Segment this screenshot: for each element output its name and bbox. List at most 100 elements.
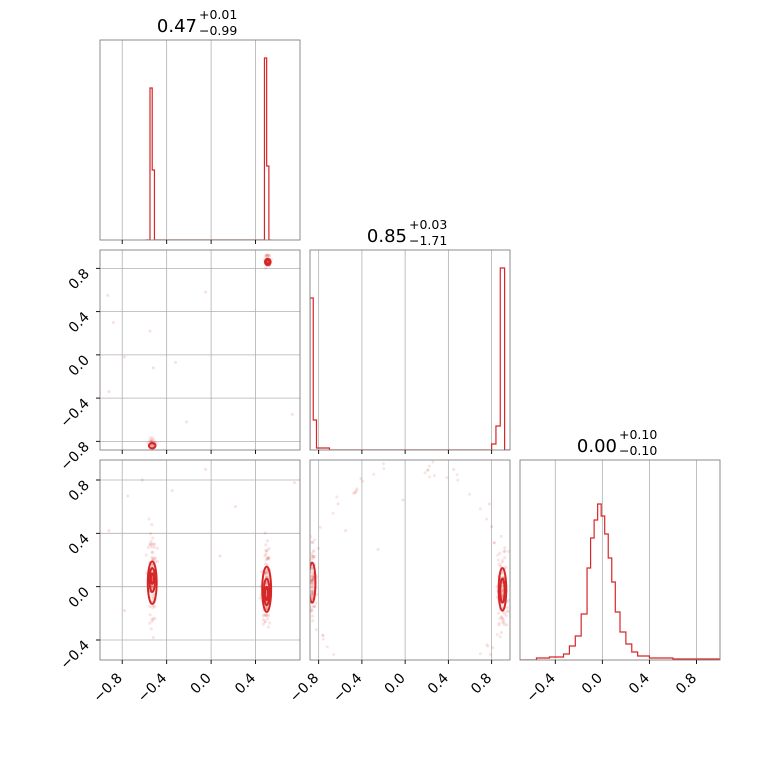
scatter-point (310, 578, 314, 582)
scatter-point (151, 436, 155, 440)
scatter-point (502, 622, 506, 627)
scatter-point (352, 491, 356, 495)
panel-frame (99, 459, 301, 661)
scatter-point (456, 478, 460, 482)
scatter-point (107, 390, 111, 394)
scatter-point (261, 617, 266, 621)
scatter-point (312, 554, 316, 558)
scatter-point (497, 623, 501, 627)
scatter-point (310, 581, 313, 585)
scatter-point (502, 549, 506, 554)
x-tick-label: −0.4 (135, 670, 170, 705)
scatter-point (321, 637, 325, 641)
scatter-point (496, 558, 500, 562)
scatter-point (327, 663, 330, 666)
scatter-point (344, 529, 348, 533)
scatter-point (151, 550, 155, 554)
scatter-point (149, 543, 154, 547)
scatter-point (310, 578, 313, 582)
scatter-point (498, 635, 502, 639)
density-contour (265, 259, 271, 265)
scatter-point (433, 701, 436, 704)
scatter-point (431, 460, 435, 464)
scatter-point (306, 585, 309, 588)
panel-title-value: 0.85 (367, 226, 407, 247)
scatter-point (148, 604, 152, 609)
scatter-point (264, 550, 268, 554)
panel-title-plus: +0.10 (619, 427, 657, 442)
x-tick-label: 0.4 (626, 670, 653, 697)
x-tick-label: 0.4 (425, 670, 452, 697)
scatter-point (150, 555, 154, 559)
scatter-point (499, 630, 503, 635)
y-tick-label: 0.0 (66, 584, 93, 611)
scatter-point (265, 548, 269, 552)
scatter-point (312, 604, 316, 608)
scatter-point (310, 591, 313, 595)
scatter-point (311, 576, 315, 580)
panel-hist-0: 0.47+0.01−0.99 (99, 7, 301, 244)
density-contour (261, 565, 273, 613)
histogram-steps (520, 503, 720, 660)
y-tick-label: 0.8 (66, 266, 93, 293)
scatter-point (422, 698, 425, 701)
scatter-point (150, 592, 154, 596)
scatter-point (327, 673, 330, 676)
scatter-point (152, 593, 156, 598)
scatter-point (310, 580, 313, 585)
scatter-point (325, 645, 329, 649)
scatter-point (310, 614, 315, 618)
histogram-bin (598, 504, 602, 660)
x-tick-label: 0.0 (382, 670, 409, 697)
x-tick-label: 0.4 (232, 670, 259, 697)
scatter-point (478, 652, 482, 656)
scatter-point (428, 475, 432, 479)
scatter-point (437, 698, 440, 701)
scatter-point (264, 613, 268, 617)
scatter-point (264, 548, 268, 553)
scatter-point (258, 596, 262, 600)
scatter-point (311, 589, 315, 593)
scatter-point (503, 549, 507, 553)
scatter-point (490, 525, 494, 529)
scatter-point (264, 575, 268, 579)
scatter-point (432, 474, 436, 478)
y-tick-label: −0.4 (57, 396, 92, 431)
scatter-point (503, 555, 507, 560)
scatter-point (126, 494, 130, 498)
scatter-point (262, 613, 267, 617)
scatter-point (500, 588, 504, 593)
scatter-point (150, 619, 154, 623)
scatter-point (265, 570, 269, 575)
density-contour (264, 585, 269, 601)
panel-frame (519, 459, 721, 661)
scatter-point (376, 701, 379, 704)
scatter-point (264, 543, 268, 547)
scatter-point (265, 607, 269, 611)
scatter-point (426, 694, 429, 697)
x-tick-label: −0.4 (524, 670, 559, 705)
scatter-point (370, 694, 373, 697)
scatter-point (361, 479, 365, 483)
panel-content (107, 467, 296, 640)
scatter-point (111, 320, 115, 324)
scatter-point (501, 617, 505, 621)
scatter-point (148, 531, 153, 536)
scatter-point (264, 573, 268, 577)
y-tick-label: 0.0 (66, 352, 93, 379)
scatter-point (150, 617, 154, 621)
scatter-point (359, 476, 363, 480)
scatter-point (151, 617, 156, 621)
scatter-point (265, 556, 269, 560)
scatter-point (267, 557, 271, 561)
scatter-point (149, 595, 153, 599)
scatter-point (355, 487, 359, 491)
scatter-point (310, 557, 313, 561)
histogram-bin (581, 614, 587, 660)
y-tick-label: 0.4 (66, 309, 93, 336)
scatter-point (267, 613, 271, 617)
scatter-point (478, 507, 482, 511)
scatter-point (170, 489, 174, 493)
scatter-point (335, 495, 339, 499)
histogram-bin (594, 520, 598, 660)
